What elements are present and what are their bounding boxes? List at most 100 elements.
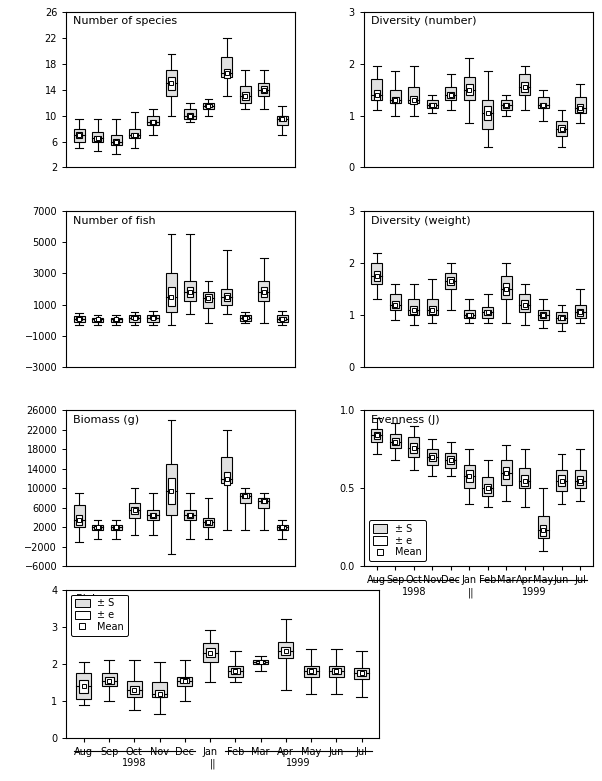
Text: Richness: Richness <box>76 594 125 604</box>
Bar <box>92 525 103 530</box>
Bar <box>129 316 140 322</box>
Bar <box>447 91 454 98</box>
Bar <box>111 135 122 144</box>
Legend: ± S, ± e, Mean: ± S, ± e, Mean <box>71 594 128 637</box>
Bar <box>152 683 167 697</box>
Bar <box>111 525 122 530</box>
Bar <box>374 432 380 438</box>
Bar <box>521 82 528 92</box>
Bar <box>222 289 232 305</box>
Bar <box>540 312 547 318</box>
Bar <box>390 90 401 102</box>
Bar <box>466 470 473 482</box>
Bar <box>371 79 382 100</box>
Bar <box>242 494 249 498</box>
Bar <box>168 77 175 90</box>
Bar <box>577 309 583 316</box>
Bar <box>129 503 140 518</box>
Bar <box>466 313 473 317</box>
Bar <box>231 669 240 674</box>
Bar <box>519 74 530 95</box>
Bar <box>178 677 193 686</box>
Bar <box>76 673 92 699</box>
Bar <box>203 518 214 527</box>
Bar <box>253 660 268 664</box>
Bar <box>447 277 454 285</box>
Bar <box>281 647 290 655</box>
Bar <box>113 526 119 529</box>
Bar <box>521 476 528 486</box>
Bar <box>408 437 420 457</box>
Bar <box>131 316 138 319</box>
Bar <box>556 121 567 137</box>
Bar <box>129 129 140 138</box>
Bar <box>168 287 175 306</box>
Bar <box>111 318 122 323</box>
Text: 1998: 1998 <box>122 758 147 768</box>
Bar <box>113 139 119 144</box>
Bar <box>538 310 548 320</box>
Bar <box>279 116 285 121</box>
Bar <box>130 686 139 694</box>
Bar <box>95 136 101 141</box>
Bar <box>445 273 456 289</box>
Bar <box>485 483 491 493</box>
Bar <box>374 90 380 100</box>
Bar <box>574 98 586 113</box>
Bar <box>540 525 547 536</box>
Bar <box>147 510 158 520</box>
Bar <box>222 457 232 483</box>
Bar <box>447 456 454 464</box>
Bar <box>482 477 493 496</box>
Bar <box>503 284 509 294</box>
Bar <box>503 466 509 479</box>
Bar <box>371 263 382 284</box>
Bar <box>371 429 382 441</box>
Bar <box>76 132 82 138</box>
Bar <box>95 526 101 529</box>
Bar <box>184 510 196 520</box>
Bar <box>485 105 491 120</box>
Bar <box>556 312 567 323</box>
Text: ||: || <box>209 758 216 769</box>
Bar <box>256 661 265 663</box>
Bar <box>390 294 401 310</box>
Text: 1999: 1999 <box>521 587 546 597</box>
Bar <box>332 669 341 674</box>
Bar <box>205 104 212 108</box>
Text: ||: || <box>468 587 474 597</box>
Bar <box>131 133 138 137</box>
Bar <box>357 670 366 676</box>
Bar <box>73 316 85 323</box>
Bar <box>303 665 318 677</box>
Bar <box>558 315 565 320</box>
Bar <box>558 475 565 486</box>
Bar <box>150 512 157 518</box>
Bar <box>261 87 267 93</box>
Bar <box>374 271 380 281</box>
Text: 1999: 1999 <box>286 758 311 768</box>
Bar <box>392 97 399 103</box>
Bar <box>187 512 193 518</box>
Bar <box>205 648 215 658</box>
Bar <box>240 87 251 102</box>
Text: Diversity (weight): Diversity (weight) <box>371 216 470 226</box>
Bar <box>277 316 288 323</box>
Bar <box>166 70 177 96</box>
Bar <box>427 449 438 465</box>
Bar <box>242 92 249 100</box>
Bar <box>223 472 230 485</box>
Bar <box>538 516 548 538</box>
Bar <box>242 316 249 319</box>
Bar <box>223 69 230 78</box>
Bar <box>92 132 103 141</box>
Bar <box>258 498 269 508</box>
Bar <box>485 310 491 315</box>
Bar <box>76 515 82 526</box>
Bar <box>155 690 164 697</box>
Bar <box>306 669 315 674</box>
Bar <box>168 478 175 504</box>
Bar <box>354 668 369 679</box>
Bar <box>205 520 212 525</box>
Bar <box>482 307 493 318</box>
